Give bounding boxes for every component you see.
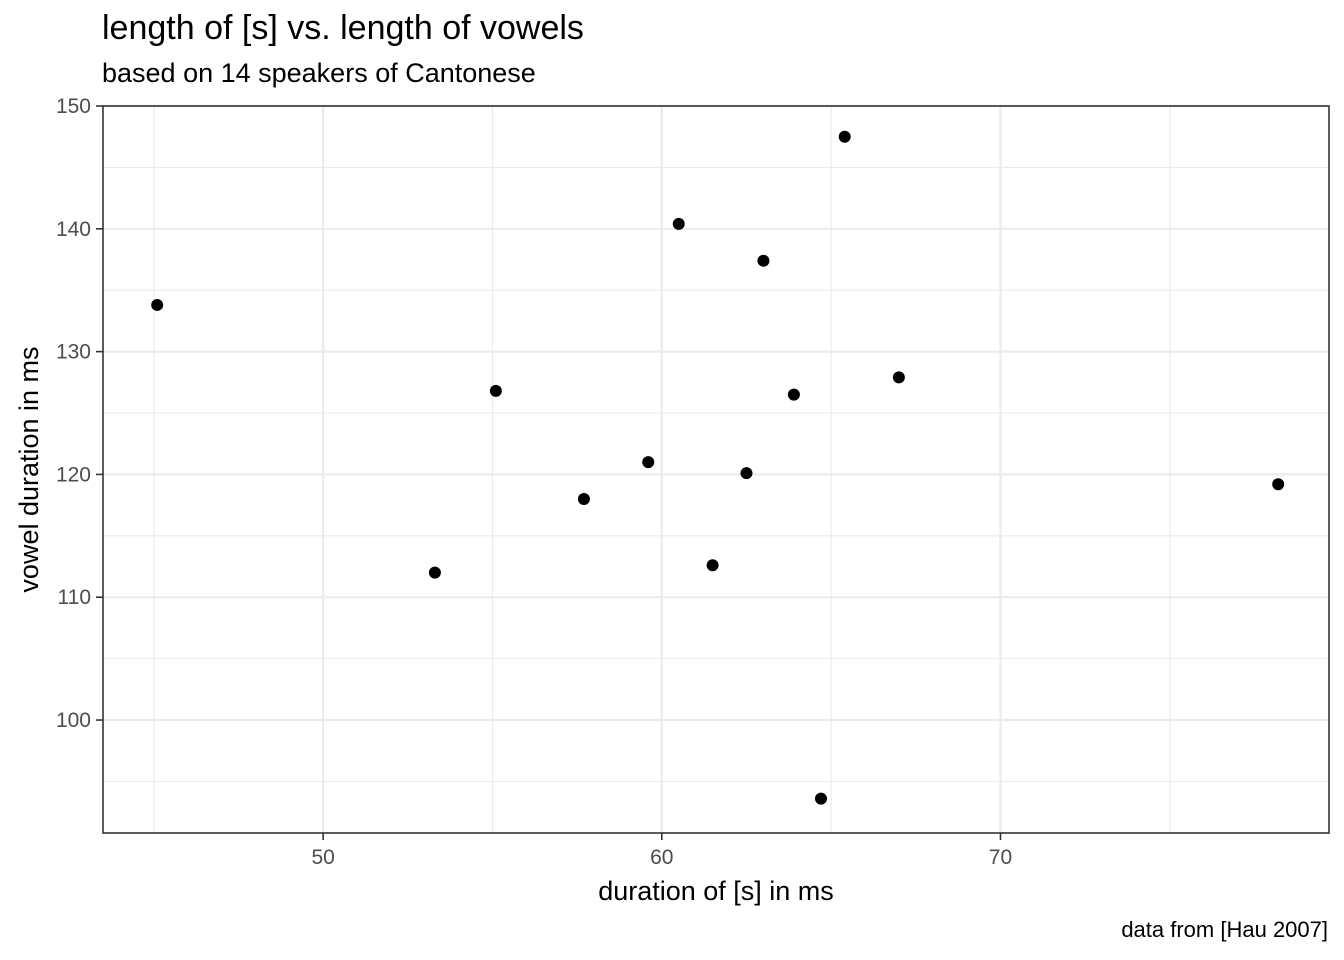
data-point: [577, 492, 590, 505]
data-point: [672, 217, 685, 230]
data-point: [838, 130, 851, 143]
y-tick-label: 100: [56, 709, 91, 732]
y-tick-label: 130: [56, 341, 91, 364]
data-points: [151, 130, 1285, 805]
chart-caption: data from [Hau 2007]: [1121, 917, 1328, 942]
axis-ticks: [96, 105, 1002, 840]
x-tick-label: 70: [989, 846, 1012, 869]
x-tick-label: 50: [311, 846, 334, 869]
data-point: [642, 456, 655, 469]
data-point: [706, 559, 719, 572]
axis-tick-labels: 50 60 70 100 110 120 130 140 150: [56, 95, 1012, 869]
major-gridlines: [103, 104, 1329, 833]
y-tick-label: 120: [56, 463, 91, 486]
chart-subtitle: based on 14 speakers of Cantonese: [102, 58, 536, 88]
y-tick-label: 110: [58, 586, 91, 609]
y-axis-title: vowel duration in ms: [14, 346, 44, 592]
minor-gridlines: [103, 106, 1329, 833]
data-point: [428, 566, 441, 579]
y-tick-label: 150: [56, 95, 91, 118]
data-point: [757, 254, 770, 267]
data-point: [1272, 478, 1285, 491]
data-point: [814, 792, 827, 805]
y-tick-label: 140: [56, 218, 91, 241]
data-point: [489, 384, 502, 397]
plot-panel-border: [102, 105, 1330, 834]
x-axis-title: duration of [s] in ms: [598, 876, 834, 906]
data-point: [787, 388, 800, 401]
data-point: [892, 371, 905, 384]
x-tick-label: 60: [650, 846, 673, 869]
chart-title: length of [s] vs. length of vowels: [102, 9, 584, 47]
data-point: [151, 298, 164, 311]
data-point: [740, 467, 753, 480]
